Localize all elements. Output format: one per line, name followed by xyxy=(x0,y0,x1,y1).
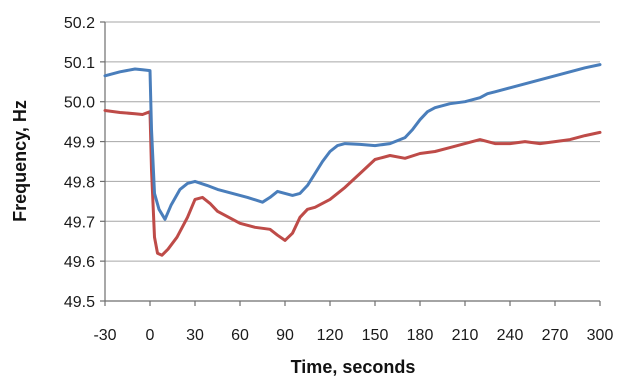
y-tick-label: 50.0 xyxy=(64,95,95,112)
y-tick-labels: 49.5 49.6 49.7 49.8 49.9 50.0 50.1 50.2 xyxy=(64,15,95,311)
x-tick-label: 300 xyxy=(587,327,614,344)
x-tick-label: 180 xyxy=(407,327,434,344)
x-tick-label: 90 xyxy=(276,327,294,344)
y-tick-label: 49.7 xyxy=(64,214,95,231)
x-tick-label: 30 xyxy=(186,327,204,344)
x-tick-label: 240 xyxy=(497,327,524,344)
x-tick-label: 60 xyxy=(231,327,249,344)
y-tick-label: 50.1 xyxy=(64,55,95,72)
x-tick-labels: -30 0 30 60 90 120 150 180 210 240 270 300 xyxy=(93,327,613,344)
x-tick-label: 0 xyxy=(146,327,155,344)
x-tick-label: 270 xyxy=(542,327,569,344)
y-tick-label: 49.5 xyxy=(64,294,95,311)
x-axis-title: Time, seconds xyxy=(291,357,416,377)
x-tick-label: 120 xyxy=(317,327,344,344)
x-tick-label: 210 xyxy=(452,327,479,344)
series-lines xyxy=(103,63,602,257)
x-tick-label: 150 xyxy=(362,327,389,344)
x-tick-label: -30 xyxy=(93,327,116,344)
y-axis-title: Frequency, Hz xyxy=(10,100,30,222)
y-tick-label: 49.8 xyxy=(64,174,95,191)
y-tick-label: 50.2 xyxy=(64,15,95,32)
series-line-2 xyxy=(103,109,602,257)
axes xyxy=(100,21,601,306)
y-tick-label: 49.9 xyxy=(64,135,95,152)
gridlines xyxy=(105,21,600,302)
y-tick-label: 49.6 xyxy=(64,254,95,271)
series-line-1 xyxy=(103,63,602,221)
